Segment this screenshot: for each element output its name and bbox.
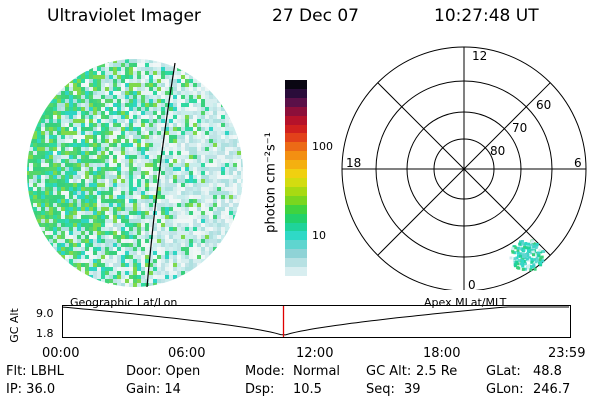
mlat-70-label: 70 <box>512 121 527 135</box>
instrument-title: Ultraviolet Imager <box>47 6 201 26</box>
dsp-label: Dsp: <box>245 382 275 397</box>
colorbar-swatch <box>285 151 307 161</box>
colorbar-swatch <box>285 177 307 187</box>
colorbar-swatch <box>285 169 307 178</box>
glon-label: GLon: <box>486 382 524 397</box>
gcalt-value: 2.5 Re <box>416 364 458 379</box>
mlt-12-label: 12 <box>472 49 487 63</box>
timeline-axis-label: GC Alt <box>7 308 21 343</box>
colorbar-swatch <box>285 231 307 241</box>
mlt-6-label: 6 <box>574 156 582 170</box>
uv-image-disk <box>27 59 243 288</box>
colorbar-swatch <box>285 88 307 98</box>
colorbar-swatch <box>285 115 307 125</box>
mlat-60-label: 60 <box>536 98 551 112</box>
time-label: 10:27:48 UT <box>434 6 539 26</box>
colorbar-swatch <box>285 160 307 170</box>
polar-mlat-mlt-plot: 12 18 6 0 60 70 80 <box>341 46 587 290</box>
mode-label: Mode: <box>245 364 285 379</box>
timeline-plot <box>62 305 571 338</box>
colorbar-unit-label: photon cm⁻²s⁻¹ <box>263 132 279 233</box>
colorbar-swatch <box>285 106 307 116</box>
polar-auroral-blob <box>509 239 546 272</box>
mlt-0-label: 0 <box>468 278 476 290</box>
timeline-tick-3: 18:00 <box>423 346 461 361</box>
glon-value: 246.7 <box>533 382 571 397</box>
colorbar-swatch <box>285 249 307 259</box>
date-label: 27 Dec 07 <box>272 6 359 26</box>
colorbar-swatch <box>285 267 307 276</box>
colorbar-tick-10: 10 <box>312 229 326 242</box>
seq-label: Seq: <box>366 382 395 397</box>
colorbar-swatch <box>285 133 307 143</box>
colorbar-swatch <box>285 240 307 250</box>
colorbar-swatch <box>285 97 307 107</box>
timeline-y-top: 9.0 <box>36 307 54 320</box>
colorbar-swatch <box>285 258 307 268</box>
colorbar-swatch <box>285 204 307 214</box>
colorbar-swatch <box>285 195 307 205</box>
seq-value: 39 <box>404 382 421 397</box>
mlat-80-label: 80 <box>490 144 505 158</box>
colorbar <box>285 80 307 276</box>
mlt-18-label: 18 <box>346 156 361 170</box>
gain-info: Gain: 14 <box>126 382 181 397</box>
colorbar-swatch <box>285 80 307 89</box>
timeline-tick-4: 23:59 <box>548 346 586 361</box>
timeline-tick-0: 00:00 <box>42 346 80 361</box>
glat-label: GLat: <box>486 364 521 379</box>
uv-image-pixels <box>27 59 243 287</box>
polar-diagonal-2 <box>377 82 551 256</box>
colorbar-swatch <box>285 186 307 196</box>
gcalt-label: GC Alt: <box>366 364 412 379</box>
colorbar-swatch <box>285 142 307 152</box>
altitude-curve <box>62 306 569 336</box>
timeline-tick-2: 12:00 <box>296 346 334 361</box>
colorbar-tick-100: 100 <box>312 140 333 153</box>
colorbar-swatch <box>285 124 307 134</box>
timeline-tick-1: 06:00 <box>168 346 206 361</box>
mode-value: Normal <box>293 364 341 379</box>
glat-value: 48.8 <box>533 364 562 379</box>
colorbar-swatch <box>285 213 307 223</box>
filter-info: Flt: LBHL <box>6 364 64 379</box>
terminator-line <box>146 62 176 288</box>
timeline-frame <box>62 305 571 338</box>
door-info: Door: Open <box>126 364 201 379</box>
ip-info: IP: 36.0 <box>6 382 56 397</box>
colorbar-swatch <box>285 222 307 232</box>
dsp-value: 10.5 <box>293 382 322 397</box>
timeline-y-bottom: 1.8 <box>36 327 54 340</box>
